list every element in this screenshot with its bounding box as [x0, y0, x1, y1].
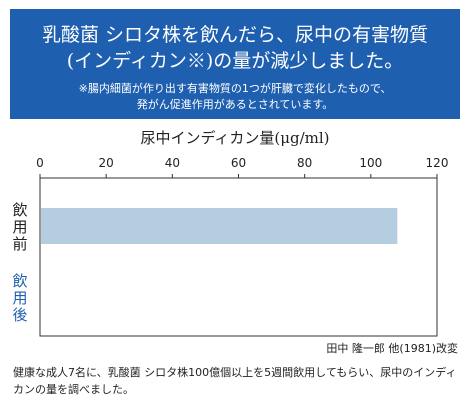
x-tick-label: 60	[231, 156, 246, 170]
chart-title: 尿中インディカン量(μg/ml)	[140, 129, 330, 147]
x-tick-label: 120	[426, 156, 449, 170]
category-label-char: 用	[12, 218, 27, 236]
category-label-char: 前	[12, 235, 27, 253]
x-tick-label: 100	[359, 156, 382, 170]
category-label-char: 飲	[12, 272, 27, 290]
header-banner: 乳酸菌 シロタ株を飲んだら、尿中の有害物質 (インディカン※)の量が減少しました…	[10, 9, 460, 119]
x-tick-label: 40	[165, 156, 180, 170]
citation: 田中 隆一郎 他(1981)改変	[326, 342, 458, 355]
x-tick-label: 20	[99, 156, 114, 170]
bar-before	[41, 208, 398, 244]
category-label-char: 後	[12, 306, 27, 324]
x-tick-label: 80	[297, 156, 312, 170]
category-label-char: 飲	[12, 201, 27, 219]
banner-title-line1: 乳酸菌 シロタ株を飲んだら、尿中の有害物質	[41, 24, 429, 46]
banner-title-line2: (インディカン※)の量が減少しました。	[66, 50, 404, 72]
category-label-char: 用	[12, 289, 27, 307]
footnote: 健康な成人7名に、乳酸菌 シロタ株100億個以上を5週間飲用してもらい、尿中のイ…	[13, 366, 457, 396]
x-tick-label: 0	[36, 156, 44, 170]
banner-note-line2: 発がん促進作用があるとされています。	[136, 98, 334, 111]
plot-frame	[39, 177, 438, 337]
banner-note-line1: ※腸内細菌が作り出す有害物質の1つが肝臓で変化したもので、	[78, 82, 392, 95]
